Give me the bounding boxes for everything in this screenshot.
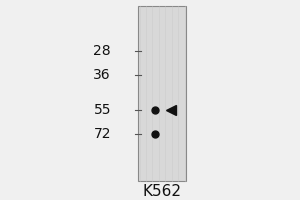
Text: 72: 72 <box>94 127 111 141</box>
Text: K562: K562 <box>142 184 182 199</box>
Text: 36: 36 <box>93 68 111 82</box>
Bar <box>138 6 186 181</box>
Text: 28: 28 <box>93 44 111 58</box>
Text: 55: 55 <box>94 103 111 117</box>
